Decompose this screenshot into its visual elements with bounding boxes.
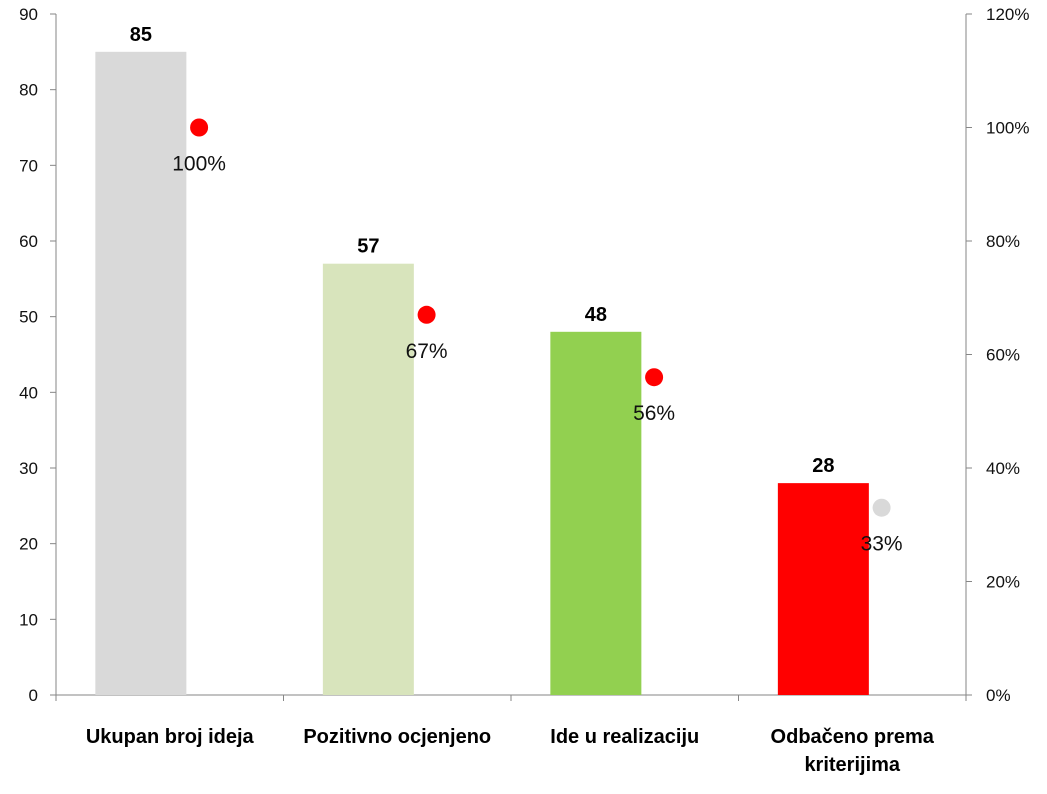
percentage-label: 100% (172, 153, 226, 176)
bar-value-label: 28 (812, 455, 834, 477)
left-tick-label: 20 (19, 535, 38, 554)
left-tick-label: 10 (19, 610, 38, 629)
category-label: Pozitivno ocjenjeno (303, 726, 491, 748)
bar (550, 331, 642, 695)
category-label: Ukupan broj ideja (86, 726, 255, 748)
right-tick-label: 120% (986, 5, 1029, 24)
right-tick-label: 20% (986, 573, 1020, 592)
percentage-series (190, 118, 891, 517)
right-tick-label: 40% (986, 459, 1020, 478)
bar (777, 483, 869, 695)
right-tick-label: 60% (986, 346, 1020, 365)
category-label: kriterijima (804, 754, 900, 776)
left-tick-label: 50 (19, 308, 38, 327)
percentage-marker (872, 498, 891, 517)
percentage-marker (417, 305, 436, 324)
category-label: Ide u realizaciju (550, 726, 699, 748)
percentage-label: 67% (406, 340, 448, 363)
right-tick-label: 100% (986, 119, 1029, 138)
left-tick-label: 0 (29, 686, 38, 705)
right-tick-label: 0% (986, 686, 1011, 705)
left-tick-label: 60 (19, 232, 38, 251)
left-tick-label: 80 (19, 81, 38, 100)
percentage-marker (645, 368, 664, 387)
left-tick-label: 30 (19, 459, 38, 478)
percentage-label: 33% (861, 533, 903, 556)
percentage-label: 56% (633, 402, 675, 425)
bar-value-label: 57 (357, 236, 379, 258)
left-tick-label: 70 (19, 156, 38, 175)
left-tick-label: 40 (19, 383, 38, 402)
left-tick-label: 90 (19, 5, 38, 24)
percentage-marker (190, 118, 209, 137)
bar (95, 51, 187, 696)
category-label: Odbačeno prema (771, 726, 935, 748)
bar (322, 263, 414, 695)
right-tick-label: 80% (986, 232, 1020, 251)
bar-value-label: 48 (585, 304, 607, 326)
chart-labels: Ukupan broj ideja Pozitivno ocjenjeno Ide … (86, 24, 935, 776)
chart-axes: 0 10 20 30 40 50 60 70 80 90 0% 20% 40% 60% 80% 100% 120… (19, 5, 1029, 705)
bar-series (95, 51, 869, 696)
bar-value-label: 85 (130, 24, 152, 46)
